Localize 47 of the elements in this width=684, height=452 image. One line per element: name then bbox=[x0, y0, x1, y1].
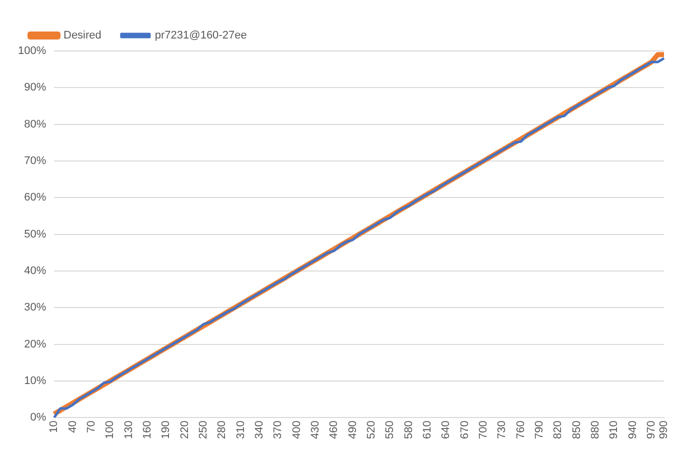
x-tick-label: 460 bbox=[328, 420, 340, 440]
x-tick-label: 280 bbox=[216, 420, 228, 440]
x-tick-label: 880 bbox=[590, 420, 602, 440]
y-tick-label: 60% bbox=[24, 192, 46, 204]
x-tick-label: 490 bbox=[346, 420, 359, 440]
x-tick-label: 940 bbox=[626, 420, 639, 440]
x-tick-label: 10 bbox=[48, 420, 60, 433]
x-tick-label: 40 bbox=[66, 420, 79, 433]
y-tick-label: 30% bbox=[24, 302, 46, 314]
y-tick-label: 40% bbox=[24, 265, 46, 278]
x-tick-label: 910 bbox=[608, 420, 620, 440]
x-tick-label: 370 bbox=[272, 420, 284, 440]
y-tick-label: 20% bbox=[24, 338, 46, 350]
y-tick-label: 70% bbox=[24, 155, 46, 168]
x-tick-label: 430 bbox=[310, 420, 322, 440]
x-tick-label: 70 bbox=[86, 420, 98, 433]
x-tick-label: 790 bbox=[534, 420, 546, 440]
x-tick-label: 700 bbox=[478, 420, 490, 440]
x-tick-label: 250 bbox=[198, 420, 210, 440]
y-tick-label: 90% bbox=[24, 82, 46, 94]
x-tick-label: 310 bbox=[234, 420, 247, 440]
x-tick-label: 190 bbox=[160, 420, 172, 440]
x-tick-label: 760 bbox=[514, 420, 527, 440]
x-tick-label: 670 bbox=[458, 420, 471, 440]
x-tick-label: 520 bbox=[366, 420, 378, 440]
y-tick-label: 50% bbox=[24, 228, 46, 240]
x-tick-label: 610 bbox=[422, 420, 434, 440]
x-tick-label: 340 bbox=[254, 420, 266, 440]
y-tick-label: 0% bbox=[30, 412, 46, 424]
legend-label: Desired bbox=[64, 30, 102, 42]
x-tick-label: 130 bbox=[122, 420, 135, 440]
x-tick-label: 160 bbox=[142, 420, 154, 440]
x-tick-label: 850 bbox=[570, 420, 583, 440]
x-tick-label: 400 bbox=[290, 420, 303, 440]
x-tick-label: 820 bbox=[552, 420, 564, 440]
x-tick-label: 220 bbox=[178, 420, 191, 440]
legend-label: pr7231@160-27ee bbox=[154, 30, 247, 42]
x-tick-label: 970 bbox=[646, 420, 658, 440]
y-tick-label: 80% bbox=[24, 118, 46, 130]
x-tick-label: 640 bbox=[440, 420, 452, 440]
x-tick-label: 580 bbox=[402, 420, 415, 440]
y-tick-label: 100% bbox=[18, 45, 46, 58]
x-tick-label: 550 bbox=[384, 420, 396, 440]
x-tick-label: 730 bbox=[496, 420, 508, 440]
x-tick-label: 100 bbox=[104, 420, 116, 440]
x-tick-label: 990 bbox=[658, 420, 670, 440]
y-tick-label: 10% bbox=[24, 375, 46, 388]
